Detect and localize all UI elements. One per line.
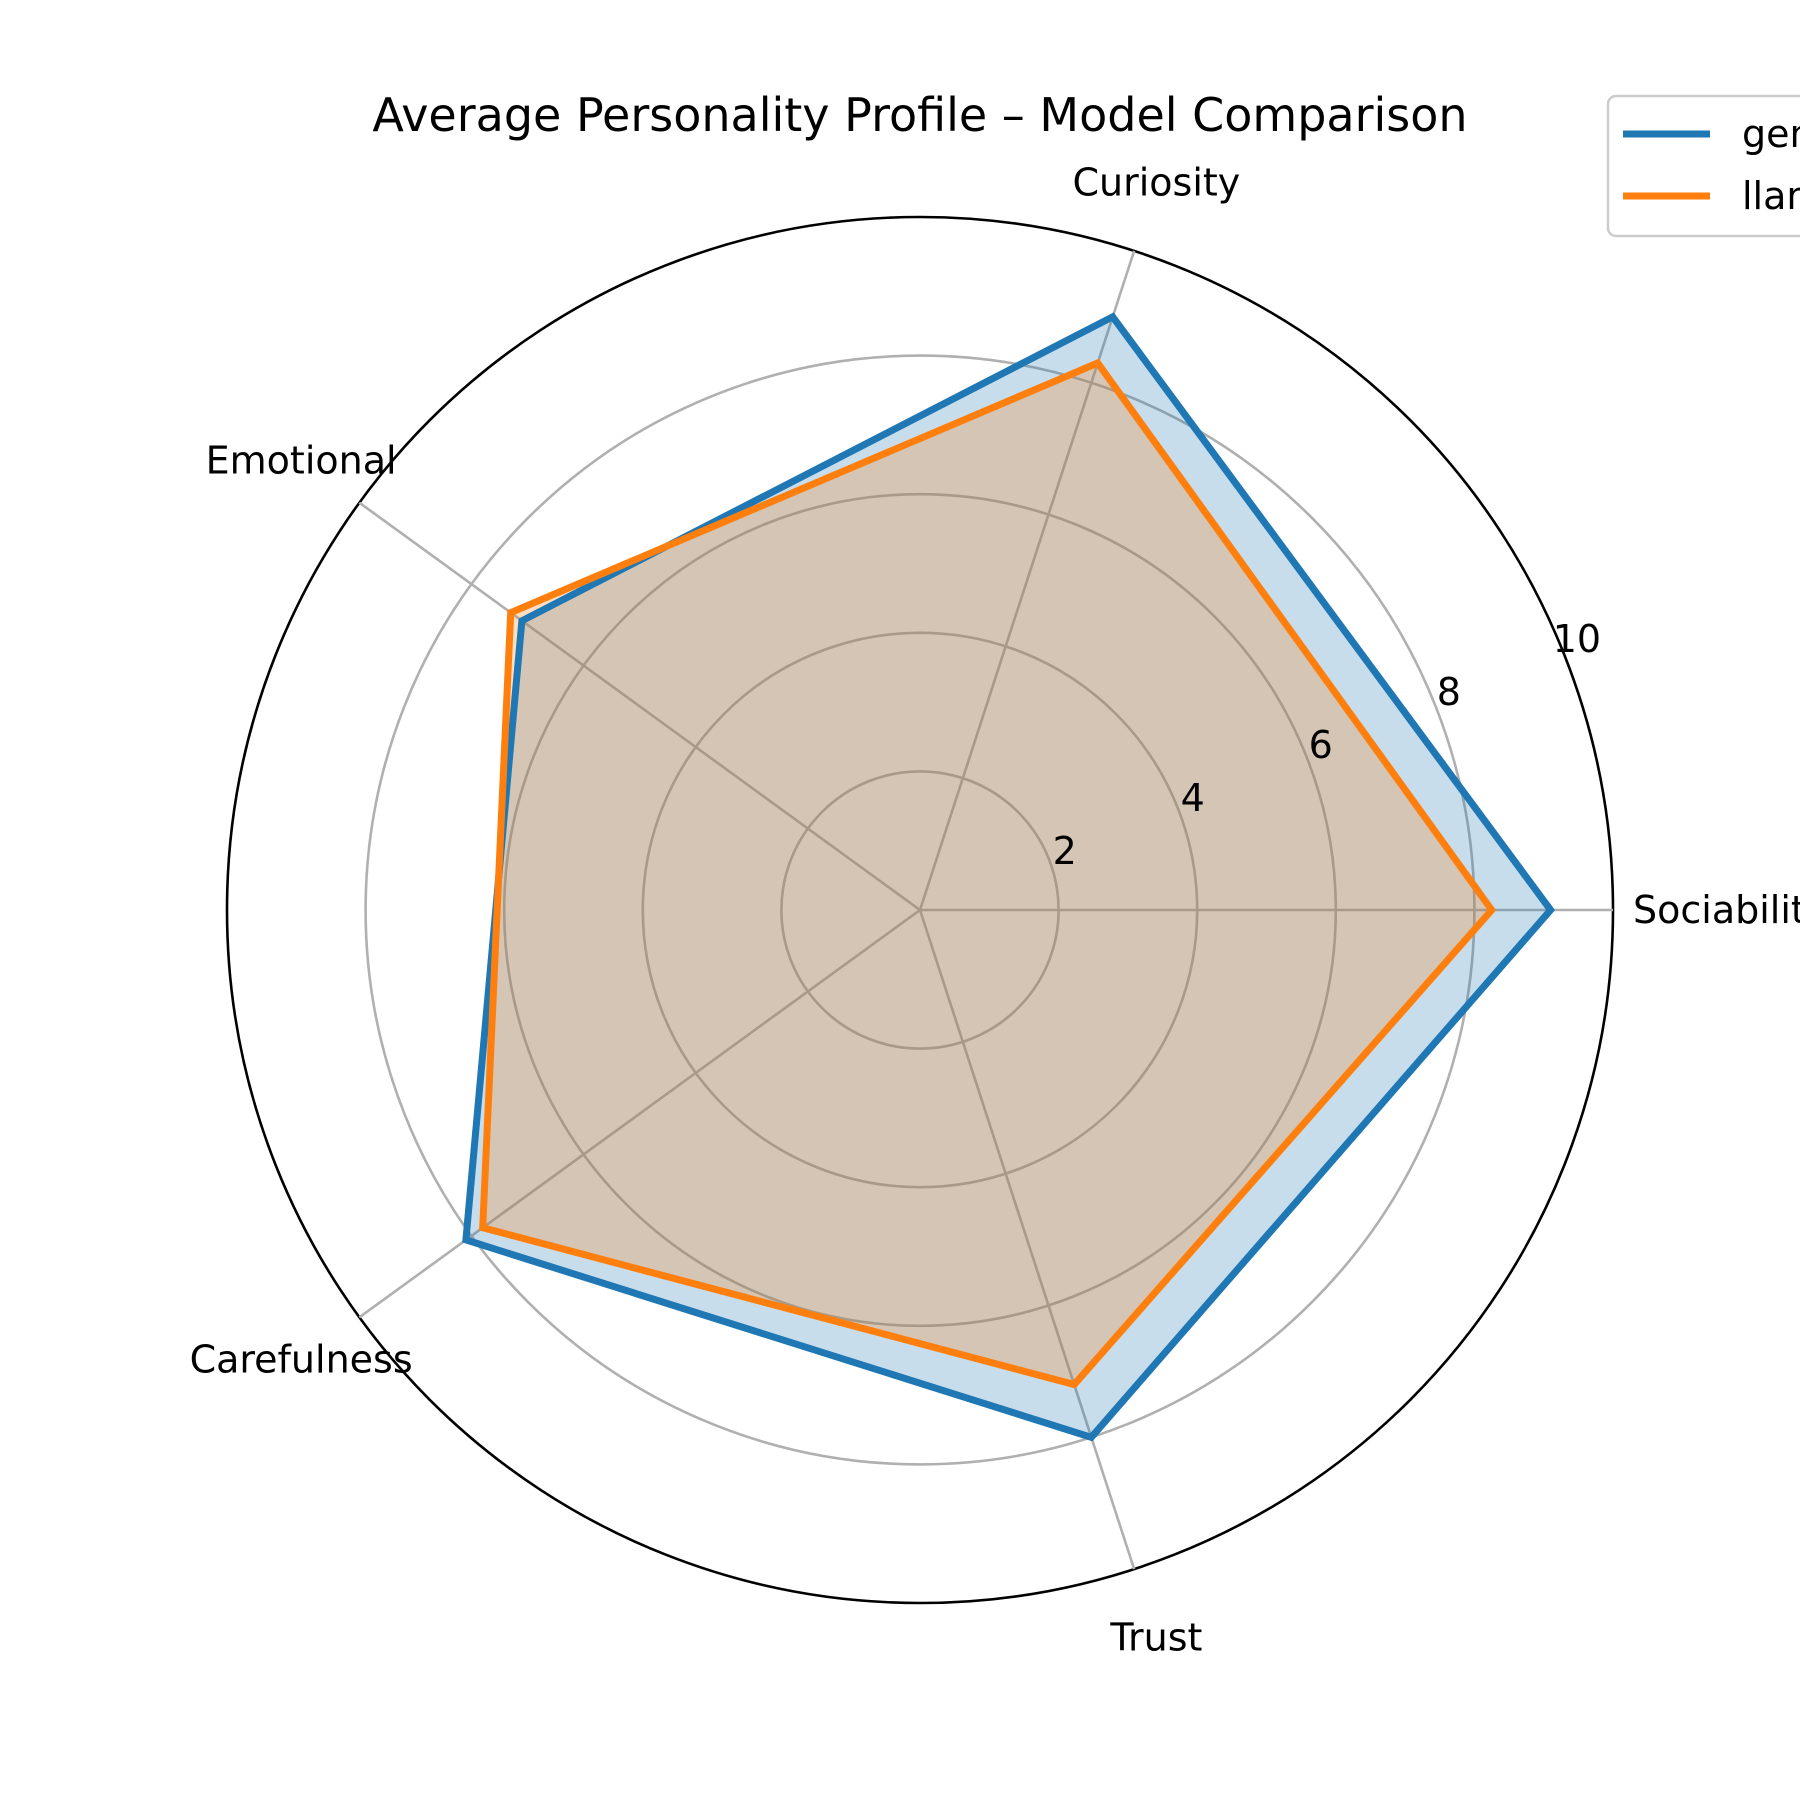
legend-label-gen: gen <box>1742 112 1800 156</box>
spoke-carefulness <box>358 908 921 1319</box>
category-label-emotional: Emotional <box>206 438 397 482</box>
r-tick-label: 8 <box>1437 670 1461 714</box>
series-fill-gen <box>465 316 1551 1438</box>
r-tick-label: 10 <box>1553 617 1601 661</box>
r-tick-label: 4 <box>1181 776 1205 820</box>
chart-title: Average Personality Profile – Model Comp… <box>372 88 1467 142</box>
legend-label-llam: llam <box>1742 174 1800 218</box>
spoke-emotional <box>358 501 921 912</box>
category-label-carefulness: Carefulness <box>190 1338 413 1382</box>
series-fill-llam <box>482 363 1492 1385</box>
r-tick-label: 6 <box>1309 723 1333 767</box>
axis-labels: 2 4 6 8 10 Sociability Curiosity Emotional Caref… <box>190 160 1800 1659</box>
series-layer <box>462 312 1556 1442</box>
polar-grid <box>225 215 1615 1605</box>
legend: gen llam <box>1606 94 1800 238</box>
r-tick-label: 2 <box>1053 829 1077 873</box>
spoke-trust <box>918 909 1136 1570</box>
series-line-llam <box>479 358 1497 1389</box>
category-label-sociability: Sociability <box>1633 888 1800 932</box>
category-label-curiosity: Curiosity <box>1072 160 1240 204</box>
category-label-trust: Trust <box>1109 1616 1202 1660</box>
